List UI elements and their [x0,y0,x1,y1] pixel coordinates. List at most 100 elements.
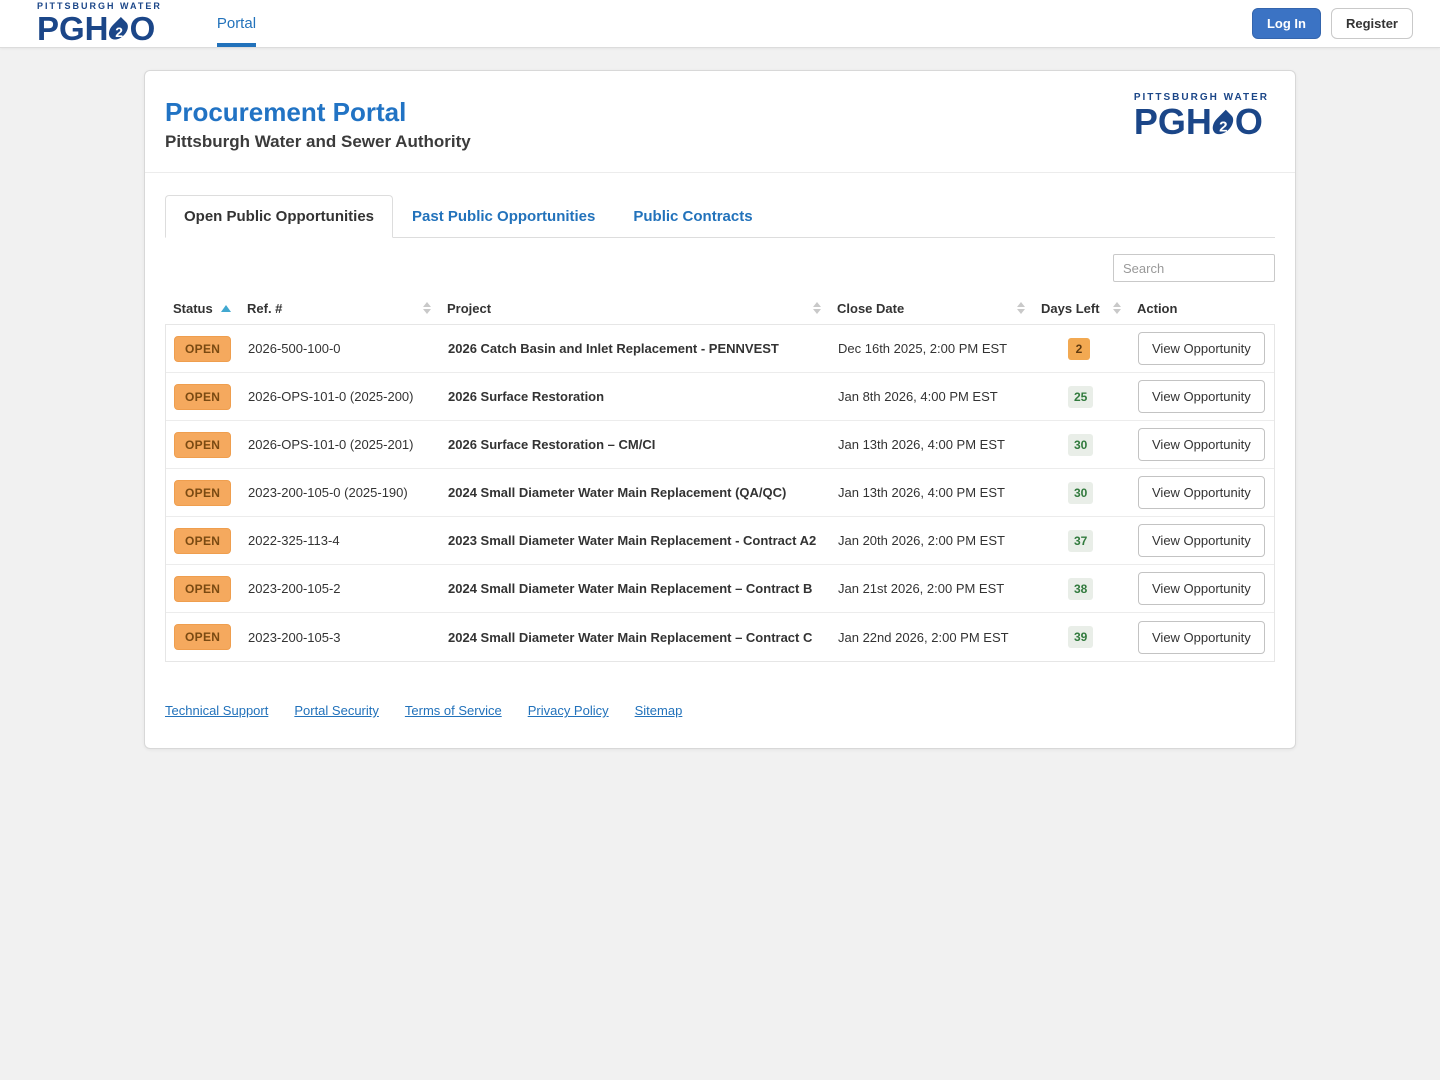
view-opportunity-button[interactable]: View Opportunity [1138,380,1265,413]
sort-toggle-icon [1113,302,1121,314]
card-header: Procurement Portal Pittsburgh Water and … [145,71,1295,173]
days-left-badge: 2 [1068,337,1090,360]
logo-o-text: O [1234,101,1263,142]
view-opportunity-button[interactable]: View Opportunity [1138,620,1265,654]
status-badge: OPEN [174,383,232,410]
view-opportunity-button[interactable]: View Opportunity [1138,476,1265,509]
droplet-subscript: 2 [115,23,123,40]
sort-down-arrow [423,309,431,314]
days-left-badge: 39 [1068,626,1094,648]
nav-item-portal[interactable]: Portal [216,0,257,47]
top-navbar: PITTSBURGH WATER PGH 2 O Portal Log In Reg… [0,0,1440,48]
table-row: OPEN 2023-200-105-0 (2025-190) 2024 Small … [166,469,1274,517]
column-header-days-left[interactable]: Days Left [1033,292,1129,324]
footer-link-terms-of-service[interactable]: Terms of Service [404,703,502,718]
sort-down-arrow [1113,309,1121,314]
close-date-cell: Jan 13th 2026, 4:00 PM EST [838,485,1005,500]
status-badge: OPEN [174,624,232,650]
days-left-badge: 30 [1068,433,1094,456]
days-left-badge: 37 [1068,529,1094,552]
sort-down-arrow [1017,309,1025,314]
status-cell: OPEN [166,527,240,554]
water-droplet-icon: 2 [105,15,132,45]
project-cell: 2024 Small Diameter Water Main Replaceme… [448,581,813,596]
brand-link[interactable]: PITTSBURGH WATER PGH 2 O [37,0,162,47]
table-row: OPEN 2026-OPS-101-0 (2025-200) 2026 Surfac… [166,373,1274,421]
footer-link-portal-security[interactable]: Portal Security [294,703,379,718]
status-cell: OPEN [166,335,240,362]
days-left-badge: 25 [1068,385,1094,408]
sort-toggle-icon [813,302,821,314]
column-header-close-date[interactable]: Close Date [829,292,1033,324]
table-row: OPEN 2023-200-105-3 2024 Small Diameter Wa… [166,613,1274,661]
table-row: OPEN 2026-OPS-101-0 (2025-201) 2026 Surfac… [166,421,1274,469]
close-date-cell: Dec 16th 2025, 2:00 PM EST [838,341,1008,356]
status-cell: OPEN [166,575,240,602]
search-input[interactable] [1113,254,1275,282]
tab-past-public-opportunities[interactable]: Past Public Opportunities [393,195,614,238]
tab-public-contracts[interactable]: Public Contracts [614,195,771,238]
login-button[interactable]: Log In [1251,8,1321,39]
table-row: OPEN 2023-200-105-2 2024 Small Diameter Wa… [166,565,1274,613]
project-cell: 2024 Small Diameter Water Main Replaceme… [448,629,813,645]
table-row: OPEN 2022-325-113-4 2023 Small Diameter Wa… [166,517,1274,565]
view-opportunity-button[interactable]: View Opportunity [1138,524,1265,557]
ref-cell: 2026-OPS-101-0 (2025-201) [248,437,414,452]
ref-cell: 2023-200-105-3 [248,629,341,645]
days-left-badge: 38 [1068,577,1094,600]
table-row: OPEN 2026-500-100-0 2026 Catch Basin and I… [166,325,1274,373]
view-opportunity-button[interactable]: View Opportunity [1138,572,1265,605]
days-left-cell: 38 [1034,577,1130,600]
days-left-cell: 39 [1034,626,1130,648]
days-left-badge: 30 [1068,481,1094,504]
card-footer: Technical Support Portal Security Terms of… [145,662,1295,748]
days-left-cell: 37 [1034,529,1130,552]
status-badge: OPEN [174,527,232,554]
column-label: Ref. # [247,300,283,316]
logo-wordmark-main: PGH 2 O [37,12,162,45]
project-cell: 2026 Catch Basin and Inlet Replacement -… [448,341,779,356]
column-header-status[interactable]: Status [165,292,239,324]
register-button[interactable]: Register [1330,8,1413,39]
column-label: Status [173,300,213,316]
search-row [165,254,1275,282]
status-badge: OPEN [174,335,232,362]
days-left-cell: 30 [1034,481,1130,504]
sort-up-arrow [423,302,431,307]
procurement-portal-card: Procurement Portal Pittsburgh Water and … [144,70,1296,749]
sort-ascending-icon [221,304,231,312]
close-date-cell: Jan 8th 2026, 4:00 PM EST [838,389,998,404]
sort-down-arrow [813,309,821,314]
days-left-cell: 25 [1034,385,1130,408]
logo-pgh-text: PGH [37,10,109,47]
action-cell: View Opportunity [1130,524,1274,557]
footer-link-privacy-policy[interactable]: Privacy Policy [527,703,609,718]
status-cell: OPEN [166,431,240,458]
logo-wordmark-main: PGH 2 O [1134,104,1269,140]
pgh2o-logo: PITTSBURGH WATER PGH 2 O [1134,93,1269,140]
sort-toggle-icon [423,302,431,314]
column-header-action: Action [1129,292,1275,324]
footer-link-technical-support[interactable]: Technical Support [165,703,269,718]
ref-cell: 2023-200-105-2 [248,581,341,596]
action-cell: View Opportunity [1130,620,1274,654]
column-header-project[interactable]: Project [439,292,829,324]
view-opportunity-button[interactable]: View Opportunity [1138,332,1265,365]
footer-link-sitemap[interactable]: Sitemap [634,703,683,718]
opportunities-table-body: OPEN 2026-500-100-0 2026 Catch Basin and I… [165,324,1275,662]
close-date-cell: Jan 20th 2026, 2:00 PM EST [838,533,1005,548]
status-badge: OPEN [174,575,232,602]
logo-wordmark-top: PITTSBURGH WATER [37,1,162,11]
column-label: Close Date [837,300,905,316]
action-cell: View Opportunity [1130,572,1274,605]
tab-open-public-opportunities[interactable]: Open Public Opportunities [165,195,394,238]
logo-wordmark-top: PITTSBURGH WATER [1133,92,1269,103]
project-cell: 2023 Small Diameter Water Main Replaceme… [448,533,817,548]
ref-cell: 2026-OPS-101-0 (2025-200) [248,389,414,404]
column-header-ref-[interactable]: Ref. # [239,292,439,324]
pgh2o-logo: PITTSBURGH WATER PGH 2 O [37,1,162,46]
tab-content: Status Ref. # Project Close Date Days Left Ac… [145,254,1295,662]
ref-cell: 2022-325-113-4 [248,533,340,548]
view-opportunity-button[interactable]: View Opportunity [1138,428,1265,461]
sort-up-arrow [1017,302,1025,307]
